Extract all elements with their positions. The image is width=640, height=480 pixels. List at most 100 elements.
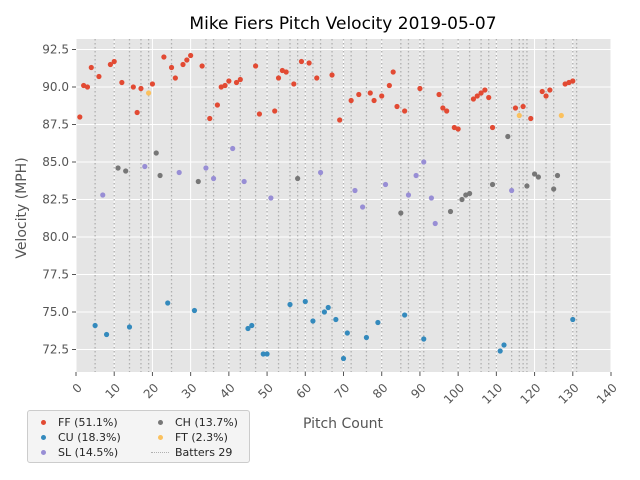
ft-pitch-point bbox=[146, 90, 152, 96]
ff-pitch-point bbox=[96, 73, 102, 80]
ch-pitch-point bbox=[398, 210, 404, 216]
x-tick-label: 90 bbox=[408, 381, 429, 402]
legend-label-ch: CH (13.7%) bbox=[175, 415, 238, 429]
ff-pitch-point bbox=[455, 126, 461, 132]
y-tick-label: 90.0 bbox=[42, 80, 69, 94]
batter-separator-lines bbox=[94, 39, 578, 372]
ff-pitch-point bbox=[233, 79, 240, 86]
legend-item-ch: CH (13.7%) bbox=[151, 415, 238, 429]
sl-pitch-point bbox=[421, 159, 427, 165]
cu-pitch-point bbox=[92, 322, 98, 329]
legend: FF (51.1%) CU (18.3%) SL (14.5%) CH (13.… bbox=[27, 410, 250, 463]
legend-label-ff: FF (51.1%) bbox=[58, 415, 118, 429]
y-tick-label: 85.0 bbox=[42, 155, 69, 169]
x-axis-ticks: 0 10 20 30 40 50 60 70 80 90 100 110 120 130 140 bbox=[70, 372, 620, 407]
cu-marker-icon bbox=[40, 434, 46, 440]
ch-pitch-point bbox=[505, 133, 511, 140]
ff-pitch-point bbox=[314, 75, 320, 81]
ff-pitch-point bbox=[386, 82, 392, 89]
ff-pitch-point bbox=[188, 52, 194, 59]
ff-pitch-point bbox=[272, 108, 278, 114]
sl-pitch-point bbox=[100, 192, 106, 198]
cu-pitch-point bbox=[260, 351, 266, 357]
cu-pitch-point bbox=[264, 351, 270, 357]
ff-pitch-point bbox=[512, 105, 519, 111]
x-tick-label: 30 bbox=[179, 381, 200, 402]
ff-pitch-point bbox=[226, 78, 232, 84]
x-tick-label: 60 bbox=[294, 381, 315, 402]
ff-pitch-point bbox=[88, 64, 94, 71]
ch-pitch-point bbox=[447, 208, 454, 215]
ff-pitch-point bbox=[149, 81, 156, 87]
sl-pitch-point bbox=[432, 220, 438, 227]
ff-pitch-point bbox=[394, 103, 400, 110]
ch-pitch-point bbox=[467, 190, 473, 197]
sl-pitch-point bbox=[230, 145, 236, 152]
ff-pitch-point bbox=[528, 115, 534, 122]
cu-pitch-point bbox=[497, 348, 503, 354]
ff-pitch-point bbox=[134, 109, 140, 116]
x-tick-label: 50 bbox=[255, 381, 276, 402]
data-points bbox=[77, 52, 576, 362]
y-tick-label: 80.0 bbox=[42, 230, 69, 244]
ch-pitch-point bbox=[554, 172, 561, 179]
cu-pitch-point bbox=[245, 325, 251, 332]
legend-label-batters: Batters 29 bbox=[175, 445, 233, 459]
cu-pitch-point bbox=[344, 330, 350, 336]
cu-pitch-point bbox=[103, 331, 110, 338]
ff-pitch-point bbox=[482, 87, 488, 93]
ff-pitch-point bbox=[356, 91, 362, 98]
cu-pitch-point bbox=[310, 318, 316, 324]
ff-pitch-point bbox=[119, 79, 125, 86]
legend-item-cu: CU (18.3%) bbox=[34, 430, 121, 444]
cu-pitch-point bbox=[363, 334, 370, 341]
ff-pitch-point bbox=[84, 84, 91, 90]
ff-pitch-point bbox=[367, 90, 373, 96]
ff-pitch-point bbox=[329, 72, 335, 78]
cu-pitch-point bbox=[321, 309, 327, 315]
sl-pitch-point bbox=[382, 181, 389, 188]
x-tick-label: 130 bbox=[556, 381, 582, 407]
ch-pitch-point bbox=[123, 168, 129, 174]
ft-pitch-point bbox=[516, 112, 522, 119]
ch-pitch-point bbox=[531, 171, 538, 177]
ff-pitch-point bbox=[337, 117, 343, 123]
cu-pitch-point bbox=[302, 298, 308, 305]
y-tick-label: 87.5 bbox=[42, 118, 69, 132]
sl-pitch-point bbox=[509, 187, 515, 194]
y-tick-label: 72.5 bbox=[42, 343, 69, 357]
ff-pitch-point bbox=[444, 108, 450, 114]
x-tick-label: 70 bbox=[332, 381, 353, 402]
ff-pitch-point bbox=[417, 85, 423, 92]
ch-pitch-point bbox=[153, 150, 159, 156]
sl-marker-icon bbox=[40, 449, 46, 455]
cu-pitch-point bbox=[165, 300, 171, 306]
ff-pitch-point bbox=[348, 97, 354, 104]
sl-pitch-point bbox=[268, 195, 274, 201]
cu-pitch-point bbox=[340, 355, 347, 362]
sl-pitch-point bbox=[176, 169, 182, 176]
sl-pitch-point bbox=[210, 175, 217, 182]
ff-pitch-point bbox=[291, 81, 297, 87]
ff-pitch-point bbox=[275, 75, 282, 81]
ff-pitch-point bbox=[489, 124, 496, 131]
ff-pitch-point bbox=[161, 54, 167, 60]
ff-pitch-point bbox=[306, 60, 312, 66]
ch-pitch-point bbox=[459, 196, 465, 203]
batter-line-icon bbox=[151, 451, 169, 453]
ff-pitch-point bbox=[440, 105, 446, 111]
cu-pitch-point bbox=[375, 319, 381, 326]
ff-pitch-point bbox=[214, 102, 220, 108]
sl-pitch-point bbox=[428, 195, 434, 201]
ch-pitch-point bbox=[489, 181, 496, 188]
legend-label-sl: SL (14.5%) bbox=[58, 445, 119, 459]
ff-pitch-point bbox=[111, 58, 117, 65]
ff-pitch-point bbox=[478, 90, 484, 96]
cu-pitch-point bbox=[421, 336, 427, 342]
ff-pitch-point bbox=[180, 61, 186, 68]
ch-pitch-point bbox=[115, 165, 121, 171]
ff-pitch-point bbox=[184, 57, 190, 63]
sl-pitch-point bbox=[317, 169, 324, 176]
ch-pitch-point bbox=[535, 174, 541, 180]
x-tick-label: 110 bbox=[479, 381, 505, 407]
